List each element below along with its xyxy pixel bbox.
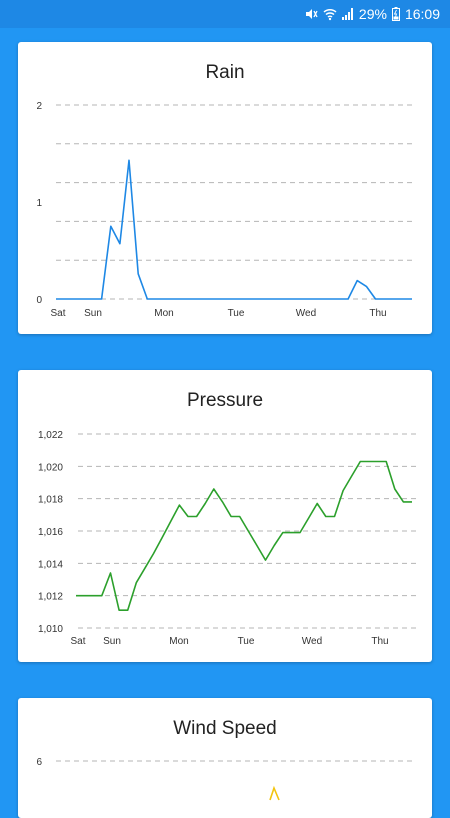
rain-x-tick-label: Mon xyxy=(154,308,173,319)
rain-x-tick-label: Tue xyxy=(228,308,245,319)
status-bar: 29% 16:09 xyxy=(0,0,450,28)
mute-icon xyxy=(304,7,318,21)
rain-chart: 0 1 2 Sat Sun Mon Tue Wed Thu xyxy=(18,42,432,334)
wind-speed-chart: 6 xyxy=(18,698,432,818)
rain-y-tick-label: 0 xyxy=(36,295,42,306)
pressure-series-line xyxy=(76,462,412,611)
wifi-icon xyxy=(323,7,337,21)
battery-percent: 29% xyxy=(359,6,387,22)
pressure-y-tick-label: 1,022 xyxy=(38,430,63,441)
pressure-x-tick-label: Wed xyxy=(302,636,322,647)
wind-y-tick-label: 6 xyxy=(36,757,42,768)
rain-x-tick-label: Wed xyxy=(296,308,316,319)
wind-speed-card: Wind Speed 6 xyxy=(18,698,432,818)
pressure-y-tick-label: 1,018 xyxy=(38,495,63,506)
pressure-x-tick-label: Sun xyxy=(103,636,121,647)
pressure-y-tick-label: 1,016 xyxy=(38,527,63,538)
rain-y-tick-label: 2 xyxy=(36,101,42,112)
pressure-y-tick-label: 1,014 xyxy=(38,559,63,570)
rain-series-line xyxy=(56,160,412,299)
wind-series-line xyxy=(270,788,279,800)
pressure-x-tick-label: Sat xyxy=(70,636,85,647)
rain-x-tick-label: Sun xyxy=(84,308,102,319)
battery-icon xyxy=(392,7,400,21)
pressure-x-tick-label: Thu xyxy=(371,636,388,647)
rain-x-tick-label: Thu xyxy=(369,308,386,319)
pressure-chart: 1,010 1,012 1,014 1,016 1,018 1,020 1,022 Sat Su… xyxy=(18,370,432,662)
rain-y-tick-label: 1 xyxy=(36,198,42,209)
signal-icon xyxy=(342,7,354,21)
pressure-x-tick-label: Mon xyxy=(169,636,188,647)
pressure-y-tick-label: 1,020 xyxy=(38,462,63,473)
clock: 16:09 xyxy=(405,6,440,22)
pressure-y-tick-label: 1,010 xyxy=(38,624,63,635)
rain-x-tick-label: Sat xyxy=(50,308,65,319)
pressure-x-tick-label: Tue xyxy=(238,636,255,647)
pressure-y-tick-label: 1,012 xyxy=(38,592,63,603)
